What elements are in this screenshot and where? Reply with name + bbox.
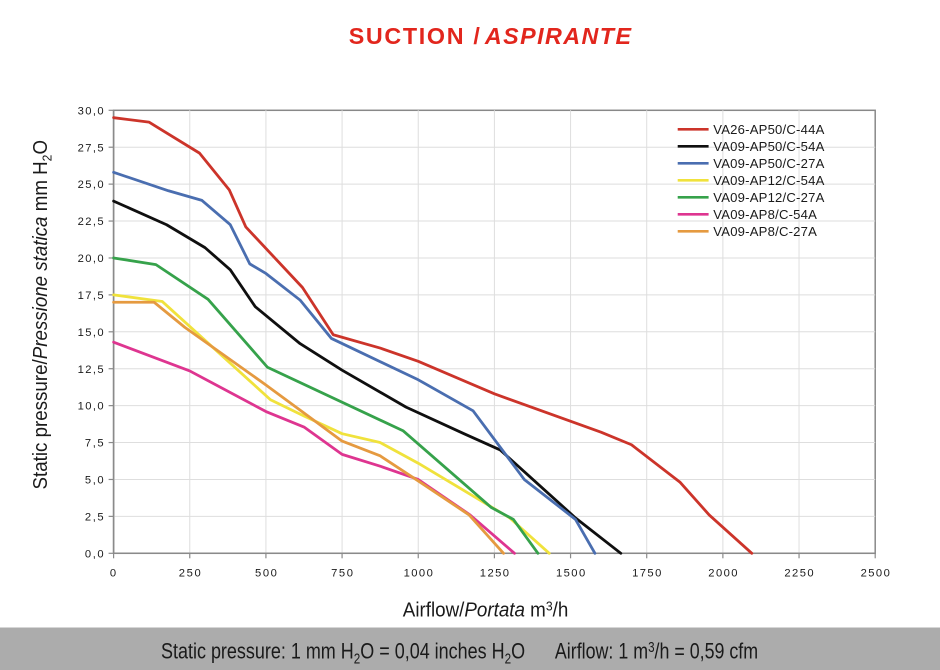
svg-text:VA09-AP50/C-54A: VA09-AP50/C-54A	[713, 139, 824, 154]
svg-text:SUCTION /: SUCTION /	[349, 23, 481, 49]
svg-text:20,0: 20,0	[78, 253, 104, 265]
svg-text:1500: 1500	[556, 567, 585, 579]
svg-text:1250: 1250	[480, 567, 509, 579]
svg-text:7,5: 7,5	[85, 438, 104, 450]
svg-text:15,0: 15,0	[78, 327, 104, 339]
svg-text:Static pressure/Pressione stat: Static pressure/Pressione statica mm H2O	[29, 140, 54, 490]
svg-text:VA09-AP12/C-54A: VA09-AP12/C-54A	[713, 173, 824, 188]
svg-text:1000: 1000	[404, 567, 433, 579]
svg-text:500: 500	[255, 567, 277, 579]
svg-text:ASPIRANTE: ASPIRANTE	[484, 23, 633, 49]
svg-text:Airflow: 1 m3/h = 0,59 cfm: Airflow: 1 m3/h = 0,59 cfm	[555, 639, 758, 664]
svg-text:1750: 1750	[632, 567, 661, 579]
svg-text:27,5: 27,5	[78, 142, 104, 154]
svg-text:25,0: 25,0	[78, 179, 104, 191]
svg-text:750: 750	[331, 567, 353, 579]
svg-text:22,5: 22,5	[78, 216, 104, 228]
svg-text:2500: 2500	[861, 567, 890, 579]
svg-text:VA26-AP50/C-44A: VA26-AP50/C-44A	[713, 122, 824, 137]
svg-text:12,5: 12,5	[78, 364, 104, 376]
svg-text:VA09-AP8/C-27A: VA09-AP8/C-27A	[713, 224, 817, 239]
svg-text:2000: 2000	[708, 567, 737, 579]
svg-text:0: 0	[110, 567, 116, 579]
svg-text:Airflow/Portata m3/h: Airflow/Portata m3/h	[403, 599, 568, 622]
svg-text:Static pressure: 1 mm H2O = 0,: Static pressure: 1 mm H2O = 0,04 inches …	[161, 640, 525, 667]
svg-text:250: 250	[179, 567, 201, 579]
svg-text:VA09-AP12/C-27A: VA09-AP12/C-27A	[713, 190, 824, 205]
svg-text:2250: 2250	[784, 567, 813, 579]
svg-text:0,0: 0,0	[85, 548, 104, 560]
svg-text:5,0: 5,0	[85, 475, 104, 487]
svg-text:VA09-AP8/C-54A: VA09-AP8/C-54A	[713, 207, 817, 222]
svg-text:2,5: 2,5	[85, 511, 104, 523]
svg-text:VA09-AP50/C-27A: VA09-AP50/C-27A	[713, 156, 824, 171]
svg-text:10,0: 10,0	[78, 401, 104, 413]
svg-text:17,5: 17,5	[78, 290, 104, 302]
svg-text:30,0: 30,0	[78, 105, 104, 117]
